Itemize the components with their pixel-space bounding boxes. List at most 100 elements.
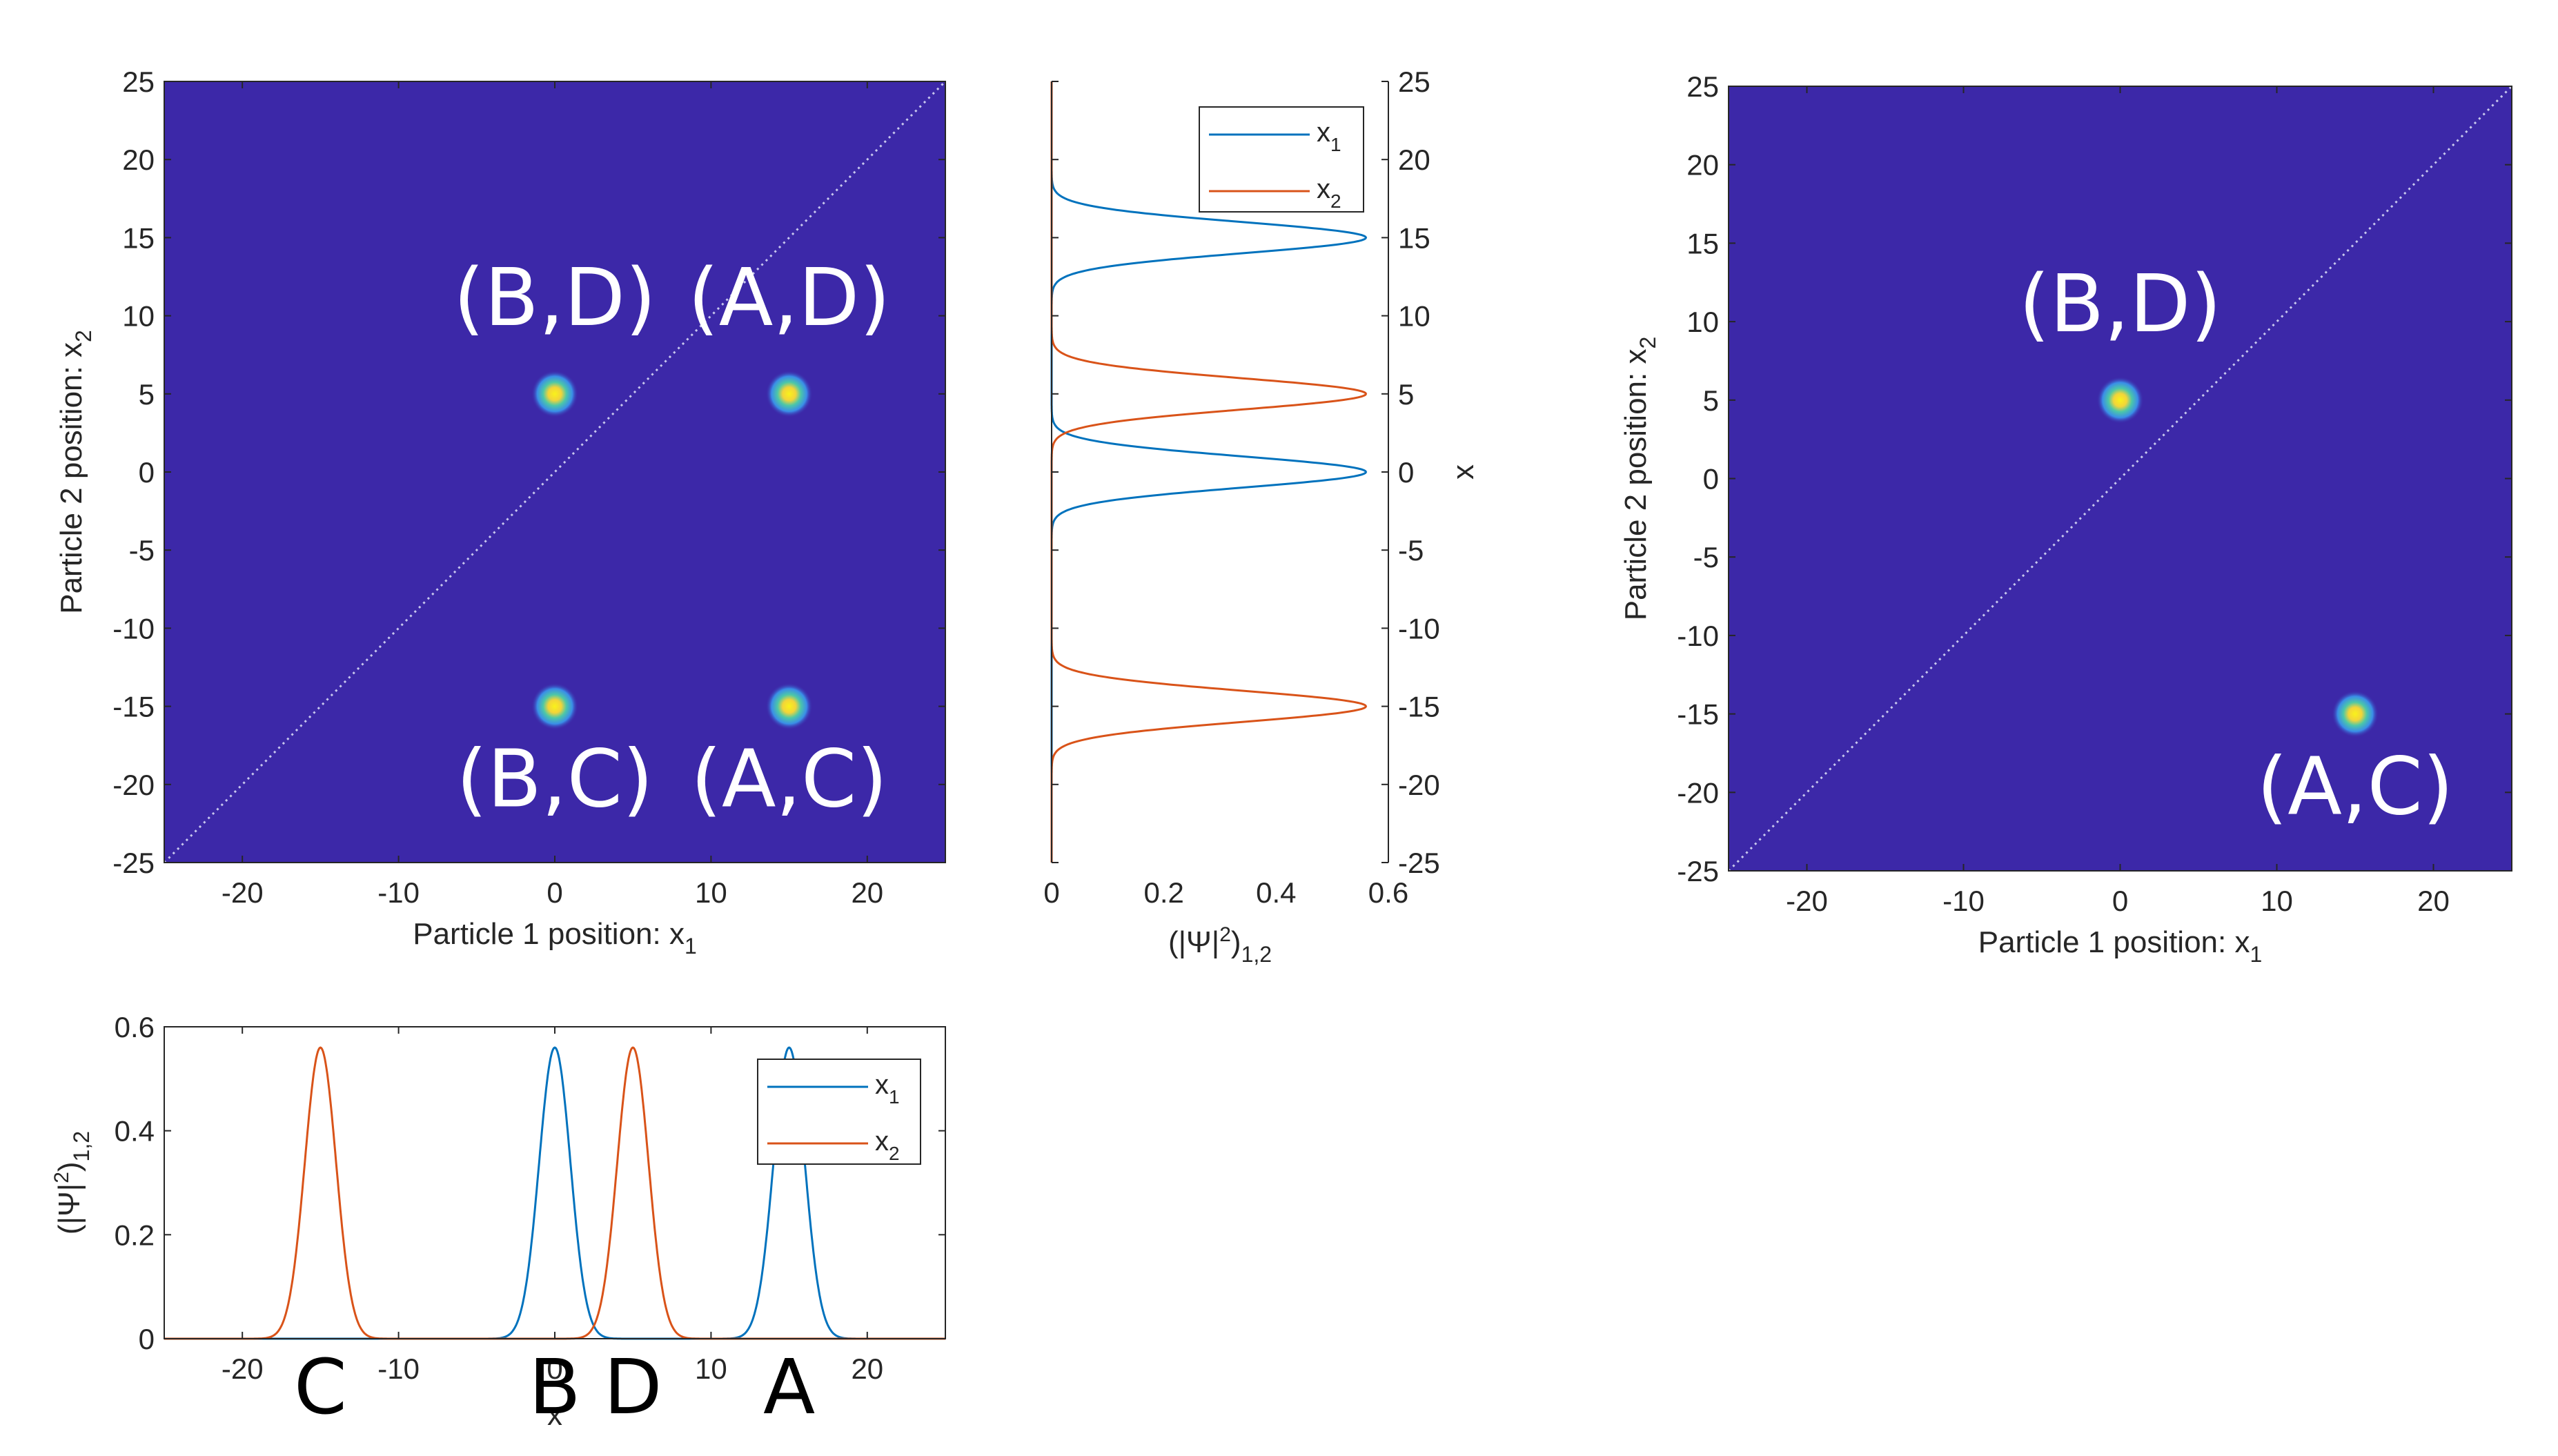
y-tick-label: 25 — [1398, 66, 1430, 98]
peak-label: (A,C) — [2256, 741, 2453, 834]
y-axis-label-subscript: 2 — [1635, 337, 1660, 349]
y-tick-label: -5 — [1693, 541, 1719, 573]
y-tick-label: -5 — [1398, 534, 1424, 567]
peak-blob — [765, 370, 813, 417]
y-axis-label-tail: ) — [52, 1161, 86, 1172]
y-tick-label: 0 — [1398, 456, 1414, 489]
legend-entry-text: x — [1317, 174, 1330, 204]
y-tick-label: 0.2 — [115, 1219, 155, 1251]
point-label: D — [604, 1343, 662, 1431]
y-axis-label-text: Particle 2 position: x — [55, 342, 88, 614]
y-tick-label: 0.6 — [115, 1011, 155, 1043]
x-axis-label-text: (|Ψ| — [1168, 925, 1219, 959]
x-axis-label-tail: ) — [1231, 925, 1241, 959]
x-tick-label: 0 — [547, 1352, 562, 1385]
peak-label: (A,C) — [691, 734, 887, 826]
y-tick-label: 5 — [1398, 378, 1414, 411]
x-axis-label: Particle 1 position: x1 — [413, 917, 697, 958]
x-tick-label: -10 — [377, 1352, 420, 1385]
legend-entry-subscript: 1 — [889, 1086, 900, 1108]
y-axis-label: x — [1446, 464, 1480, 480]
y-tick-label: -10 — [1398, 612, 1440, 645]
y-tick-label: 15 — [1686, 227, 1719, 259]
x-tick-label: 0.4 — [1256, 876, 1296, 909]
legend-entry: x2 — [875, 1126, 900, 1164]
x-tick-label: 20 — [851, 876, 883, 909]
x-tick-label: 10 — [695, 1352, 727, 1385]
x-tick-label: -10 — [1942, 885, 1985, 917]
legend-entry-subscript: 2 — [1330, 190, 1341, 212]
x-tick-label: 0.2 — [1143, 876, 1183, 909]
y-tick-label: 15 — [122, 222, 155, 254]
peak-label: (A,D) — [688, 252, 891, 344]
x-tick-label: 0 — [2112, 885, 2128, 917]
x-axis-label: x — [547, 1398, 562, 1432]
x-tick-label: 0.6 — [1368, 876, 1408, 909]
x-tick-label: -20 — [222, 1352, 264, 1385]
y-axis-label: Particle 2 position: x2 — [55, 330, 96, 614]
y-tick-label: 0 — [139, 456, 155, 489]
y-axis-label-subscript: 1,2 — [69, 1131, 94, 1161]
x-axis-label-subscript: 1 — [2250, 942, 2262, 967]
peak-label: (B,D) — [453, 252, 656, 344]
legend-entry-subscript: 2 — [889, 1143, 900, 1164]
x-tick-label: 0 — [547, 876, 562, 909]
x-axis-label-superscript: 2 — [1219, 923, 1231, 946]
peak-blob — [2096, 376, 2144, 424]
x-tick-label: -10 — [377, 876, 420, 909]
y-tick-label: -20 — [112, 769, 155, 801]
peak-blob — [765, 682, 813, 730]
y-tick-label: -25 — [1398, 847, 1440, 879]
x-axis-label-text: Particle 1 position: x — [413, 917, 685, 951]
x-tick-label: -20 — [1786, 885, 1828, 917]
y-axis-label-text: (|Ψ| — [52, 1183, 86, 1234]
point-label: C — [294, 1343, 347, 1431]
x-axis-label-subscript: 1,2 — [1241, 942, 1272, 967]
legend-entry: x1 — [875, 1070, 900, 1108]
y-tick-label: -25 — [112, 847, 155, 879]
y-tick-label: 25 — [1686, 70, 1719, 103]
y-tick-label: 10 — [1686, 306, 1719, 338]
diagonal-line — [163, 80, 947, 864]
y-tick-label: 10 — [1398, 300, 1430, 333]
x-axis-label-subscript: 1 — [685, 934, 697, 958]
y-tick-label: 0 — [139, 1323, 155, 1355]
y-tick-label: 20 — [1398, 144, 1430, 176]
peak-blob — [531, 370, 578, 417]
y-tick-label: 0 — [1703, 463, 1719, 495]
vertical-marginal-panel: 0 0.2 0.4 0.62520151050-5-10-15-20-25(|Ψ|2)… — [1043, 66, 1480, 967]
x-tick-label: -20 — [222, 876, 264, 909]
legend-entry-text: x — [875, 1126, 889, 1157]
y-tick-label: 10 — [122, 300, 155, 333]
y-tick-label: -10 — [1677, 620, 1719, 652]
y-tick-label: 5 — [139, 378, 155, 411]
y-axis-label: Particle 2 position: x2 — [1619, 337, 1660, 621]
x-axis-label: (|Ψ|2)1,2 — [1168, 923, 1272, 967]
diagonal-line — [1727, 85, 2513, 872]
x-tick-label: 20 — [851, 1352, 883, 1385]
y-tick-label: -15 — [112, 691, 155, 723]
y-tick-label: 5 — [1703, 384, 1719, 417]
y-tick-label: -15 — [1398, 691, 1440, 723]
legend-entry-text: x — [1317, 117, 1330, 148]
y-axis-label-subscript: 2 — [71, 330, 96, 342]
left-heatmap-panel: (B,D) (A,D)(B,C) (A,C)-20 -10 0 10 20252015105… — [55, 66, 947, 958]
legend-entry-text: x — [875, 1070, 889, 1100]
legend-entry-subscript: 1 — [1330, 134, 1341, 155]
x-tick-label: 10 — [695, 876, 727, 909]
right-heatmap-panel: (B,D) (A,C) -20 -10 0 10 20 25 20 15 10 5 0 -5 -10 -15 -… — [1619, 70, 2513, 967]
point-label: A — [763, 1343, 815, 1431]
y-axis-label-text: Particle 2 position: x — [1619, 349, 1653, 621]
peak-label: (B,C) — [456, 734, 653, 826]
x-tick-label: 20 — [2417, 885, 2450, 917]
y-axis-label: (|Ψ|2)1,2 — [50, 1131, 94, 1234]
x-tick-label: 10 — [2261, 885, 2293, 917]
peak-label: (B,D) — [2019, 258, 2222, 351]
y-axis-label-superscript: 2 — [50, 1172, 73, 1183]
x-axis-label-text: Particle 1 position: x — [1978, 925, 2250, 959]
x-tick-label: 0 — [1043, 876, 1059, 909]
legend-entry: x2 — [1317, 174, 1341, 212]
y-tick-label: 15 — [1398, 222, 1430, 254]
point-label: B — [529, 1343, 580, 1431]
